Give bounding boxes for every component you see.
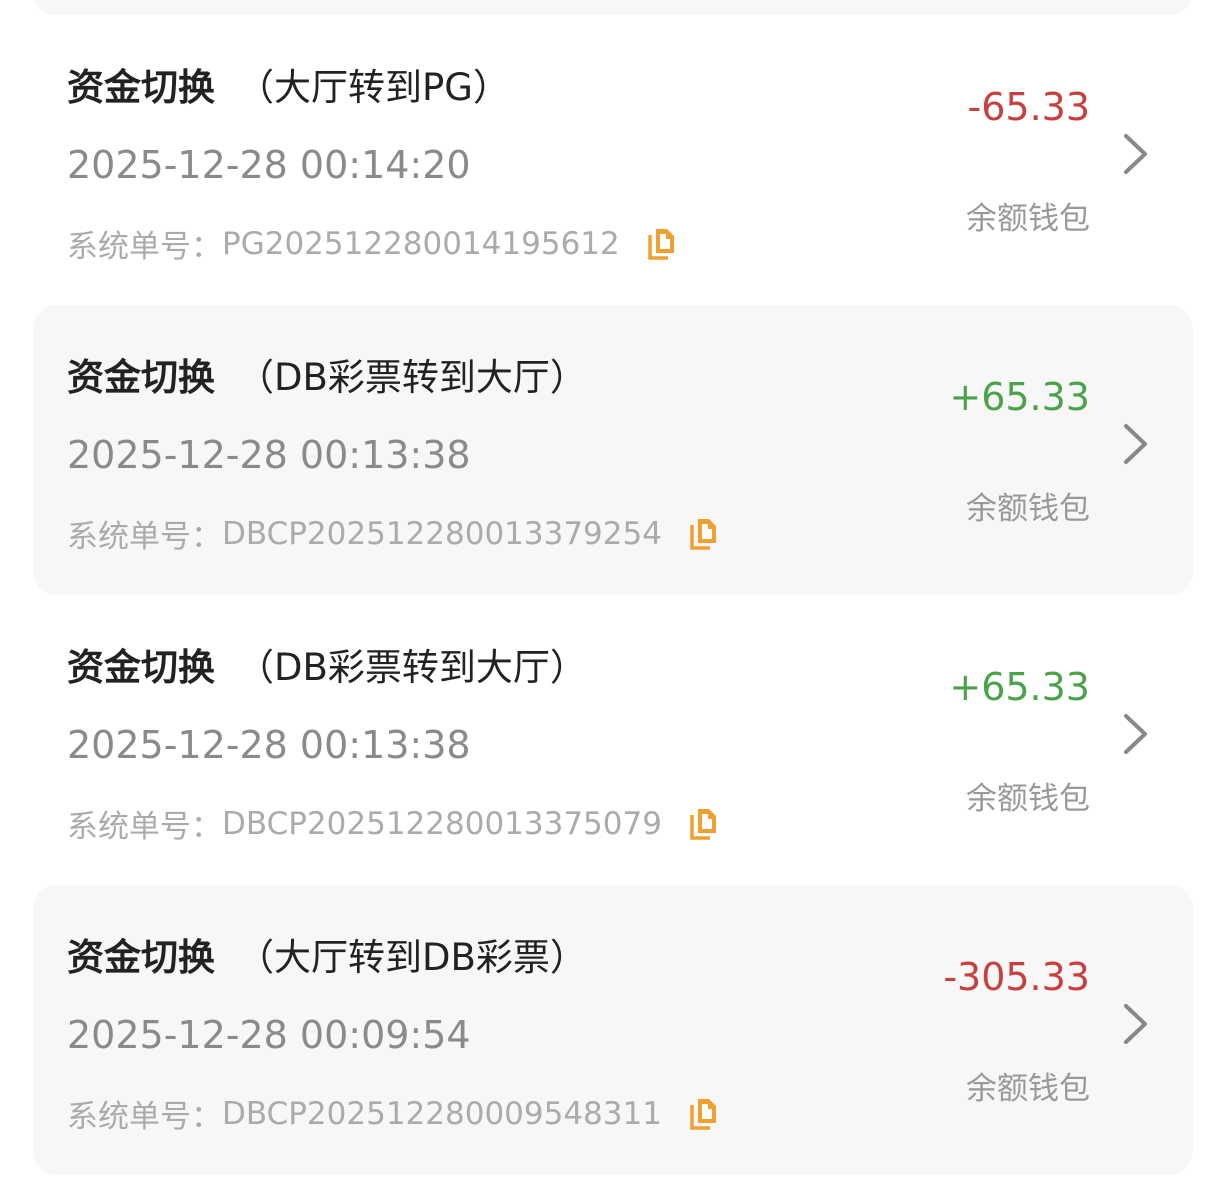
transaction-datetime: 2025-12-28 00:13:38 — [67, 723, 471, 767]
order-label: 系统单号： — [67, 1099, 222, 1135]
transaction-amount: +65.33 — [949, 665, 1090, 709]
wallet-name: 余额钱包 — [966, 1071, 1090, 1107]
transaction-row[interactable]: 资金切换 （大厅转到PG） 2025-12-28 00:14:20 系统单号： PG… — [33, 15, 1193, 305]
transaction-amount: +65.33 — [949, 375, 1090, 419]
chevron-right-icon[interactable] — [1121, 712, 1151, 756]
order-number-line: 系统单号： PG202512280014195612 — [67, 221, 678, 266]
copy-icon[interactable] — [688, 517, 720, 551]
order-number: DBCP202512280009548311 — [222, 1095, 662, 1132]
order-number-line: 系统单号： DBCP202512280013379254 — [67, 511, 720, 556]
transaction-type: 资金切换 — [67, 646, 215, 689]
transaction-amount: -65.33 — [967, 85, 1091, 129]
order-number: PG202512280014195612 — [222, 225, 620, 262]
transaction-type: 资金切换 — [67, 66, 215, 109]
transaction-title: 资金切换 （DB彩票转到大厅） — [67, 637, 587, 691]
transaction-datetime: 2025-12-28 00:13:38 — [67, 433, 471, 477]
copy-icon[interactable] — [688, 807, 720, 841]
wallet-name: 余额钱包 — [966, 781, 1090, 817]
copy-icon[interactable] — [688, 1097, 720, 1131]
order-number-line: 系统单号： DBCP202512280013375079 — [67, 801, 720, 846]
copy-icon[interactable] — [646, 227, 678, 261]
chevron-right-icon[interactable] — [1121, 1002, 1151, 1046]
transaction-type: 资金切换 — [67, 356, 215, 399]
transaction-datetime: 2025-12-28 00:09:54 — [67, 1013, 471, 1057]
transaction-direction: （DB彩票转到大厅） — [237, 646, 587, 689]
transaction-title: 资金切换 （大厅转到DB彩票） — [67, 927, 587, 981]
order-label: 系统单号： — [67, 519, 222, 555]
previous-record-card[interactable] — [33, 0, 1193, 15]
transaction-amount: -305.33 — [943, 955, 1090, 999]
transaction-direction: （大厅转到PG） — [237, 66, 510, 109]
order-label: 系统单号： — [67, 809, 222, 845]
transaction-direction: （大厅转到DB彩票） — [237, 936, 587, 979]
transaction-type: 资金切换 — [67, 936, 215, 979]
order-number: DBCP202512280013375079 — [222, 805, 662, 842]
transaction-title: 资金切换 （大厅转到PG） — [67, 57, 510, 111]
transaction-title: 资金切换 （DB彩票转到大厅） — [67, 347, 587, 401]
chevron-right-icon[interactable] — [1121, 132, 1151, 176]
wallet-name: 余额钱包 — [966, 201, 1090, 237]
transaction-direction: （DB彩票转到大厅） — [237, 356, 587, 399]
order-number: DBCP202512280013379254 — [222, 515, 662, 552]
order-number-line: 系统单号： DBCP202512280009548311 — [67, 1091, 720, 1136]
transaction-row[interactable]: 资金切换 （大厅转到DB彩票） 2025-12-28 00:09:54 系统单号：… — [33, 885, 1193, 1175]
order-label: 系统单号： — [67, 229, 222, 265]
transaction-row[interactable]: 资金切换 （DB彩票转到大厅） 2025-12-28 00:13:38 系统单号：… — [33, 595, 1193, 885]
wallet-name: 余额钱包 — [966, 491, 1090, 527]
transaction-datetime: 2025-12-28 00:14:20 — [67, 143, 471, 187]
transaction-row[interactable]: 资金切换 （DB彩票转到大厅） 2025-12-28 00:13:38 系统单号：… — [33, 305, 1193, 595]
chevron-right-icon[interactable] — [1121, 422, 1151, 466]
